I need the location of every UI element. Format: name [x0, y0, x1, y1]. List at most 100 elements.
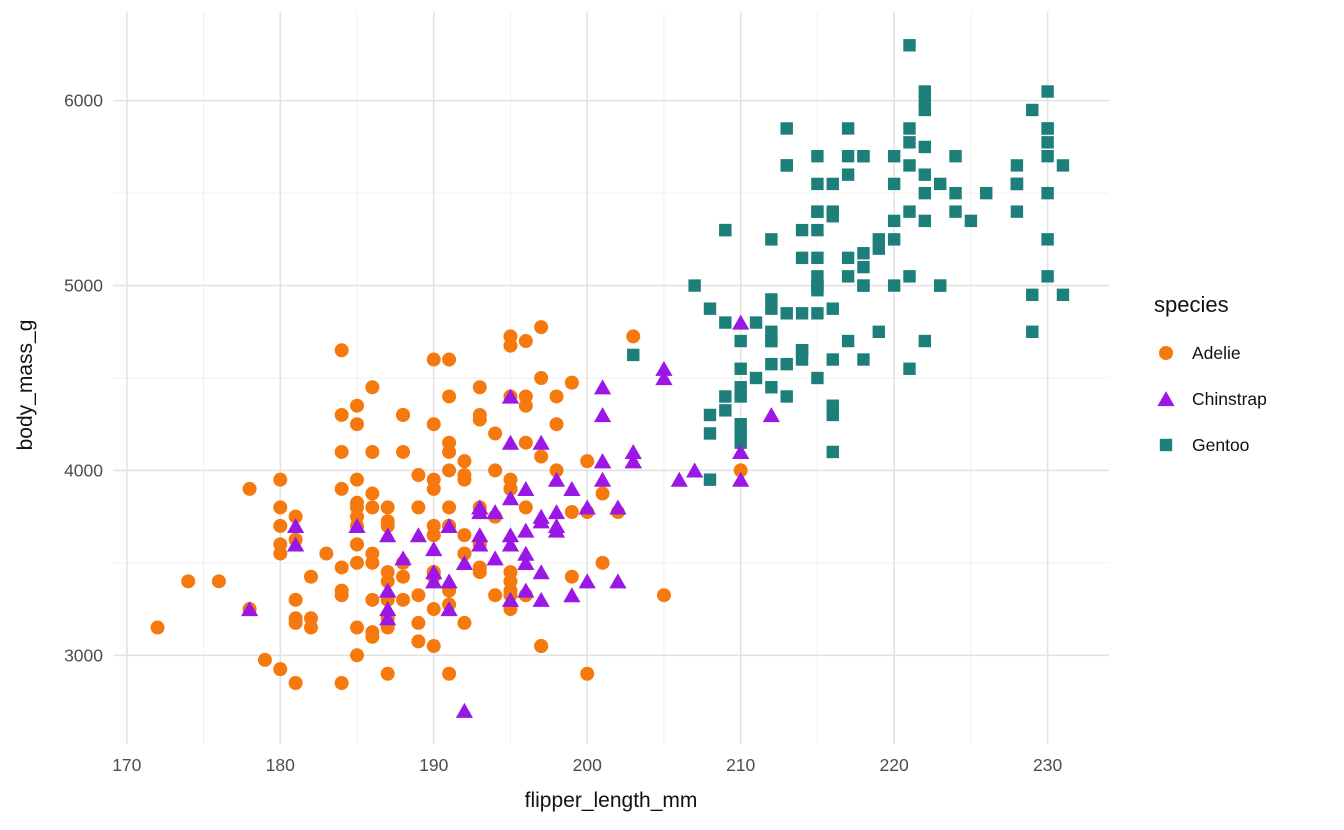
data-point-triangle	[624, 444, 642, 460]
data-point-triangle	[440, 601, 458, 617]
legend-label: Adelie	[1192, 342, 1241, 363]
data-point-square	[795, 251, 809, 265]
data-point-square	[857, 260, 870, 274]
data-point-triangle	[240, 601, 259, 617]
data-point-square	[719, 390, 732, 403]
data-point-triangle	[732, 444, 750, 460]
data-point-square	[780, 390, 793, 403]
data-point-circle	[503, 481, 518, 496]
data-point-square	[933, 177, 947, 191]
grid-major-lines	[113, 12, 1109, 744]
legend-item-chinstrap: Chinstrap	[1154, 376, 1267, 422]
data-point-square	[826, 205, 839, 218]
data-point-square	[933, 279, 947, 292]
data-point-circle	[733, 463, 748, 478]
data-point-circle	[457, 615, 472, 630]
data-point-circle	[350, 648, 365, 663]
y-axis-title: body_mass_g	[14, 319, 37, 451]
data-point-circle	[472, 560, 487, 575]
data-point-square	[703, 473, 717, 486]
data-point-circle	[380, 666, 395, 681]
y-tick-label: 6000	[64, 91, 103, 111]
data-point-square	[749, 371, 763, 385]
series-chinstrap	[240, 314, 780, 718]
data-point-square	[1010, 177, 1024, 191]
series-gentoo	[627, 39, 1070, 486]
data-point-circle	[303, 620, 318, 635]
data-point-square	[811, 307, 824, 320]
data-point-circle	[488, 463, 503, 478]
data-point-triangle	[593, 453, 612, 469]
data-point-square	[765, 325, 778, 338]
data-point-circle	[150, 620, 165, 635]
data-point-square	[1041, 149, 1054, 163]
data-point-square	[841, 149, 855, 163]
data-point-square	[795, 223, 809, 237]
data-point-triangle	[379, 601, 397, 617]
data-point-square	[1041, 136, 1054, 149]
data-point-square	[857, 149, 870, 163]
data-point-circle	[549, 463, 564, 478]
data-point-square	[765, 381, 778, 394]
data-point-square	[841, 168, 855, 181]
data-point-square	[918, 334, 932, 348]
data-point-circle	[411, 468, 426, 483]
data-point-square	[734, 418, 747, 431]
data-point-triangle	[501, 591, 520, 607]
data-point-square	[719, 404, 732, 417]
data-point-circle	[411, 500, 426, 515]
data-point-circle	[442, 352, 457, 367]
data-point-square	[1041, 186, 1054, 200]
data-point-circle	[273, 472, 288, 487]
data-point-square	[872, 233, 885, 246]
data-point-square	[795, 353, 809, 366]
data-point-square	[1026, 103, 1039, 117]
data-point-triangle	[532, 564, 550, 580]
data-point-circle	[564, 375, 579, 390]
data-point-circle	[334, 444, 349, 459]
data-point-triangle	[547, 522, 566, 538]
data-point-circle	[426, 481, 441, 496]
data-point-square	[1026, 325, 1039, 338]
data-point-circle	[411, 634, 426, 649]
data-point-circle	[518, 334, 533, 349]
data-point-circle	[365, 500, 380, 515]
data-point-triangle	[501, 527, 520, 543]
data-point-circle	[488, 426, 503, 441]
data-point-square	[1056, 159, 1070, 172]
data-point-square	[734, 390, 747, 403]
data-point-square	[811, 223, 824, 237]
data-point-square	[903, 39, 916, 52]
data-point-square	[903, 159, 916, 172]
data-point-triangle	[486, 504, 504, 520]
x-tick-label: 230	[1033, 755, 1062, 775]
data-point-triangle	[1157, 391, 1175, 407]
data-point-square	[918, 168, 932, 181]
data-point-square	[765, 233, 778, 246]
data-point-circle	[503, 329, 518, 344]
data-point-circle	[288, 676, 303, 690]
y-tick-label: 4000	[64, 460, 103, 480]
data-point-circle	[365, 546, 380, 561]
data-point-circle	[457, 468, 472, 483]
data-point-triangle	[547, 471, 566, 487]
data-point-triangle	[655, 360, 673, 376]
data-point-circle	[549, 417, 564, 432]
legend-item-gentoo: Gentoo	[1154, 422, 1267, 468]
data-point-circle	[319, 546, 334, 561]
legend: species Adelie Chinstrap Gentoo	[1154, 292, 1267, 468]
data-point-triangle	[609, 573, 627, 589]
data-point-square	[887, 233, 901, 246]
data-point-circle	[288, 592, 303, 607]
data-point-square	[811, 149, 824, 163]
data-point-triangle	[517, 545, 535, 561]
data-point-circle	[472, 407, 487, 422]
data-point-triangle	[624, 453, 642, 469]
data-point-square	[903, 205, 916, 218]
data-point-circle	[350, 495, 365, 510]
data-point-square	[918, 140, 932, 154]
data-point-square	[903, 136, 916, 149]
data-point-triangle	[501, 434, 520, 450]
data-point-square	[1159, 438, 1173, 452]
data-point-square	[918, 103, 932, 117]
